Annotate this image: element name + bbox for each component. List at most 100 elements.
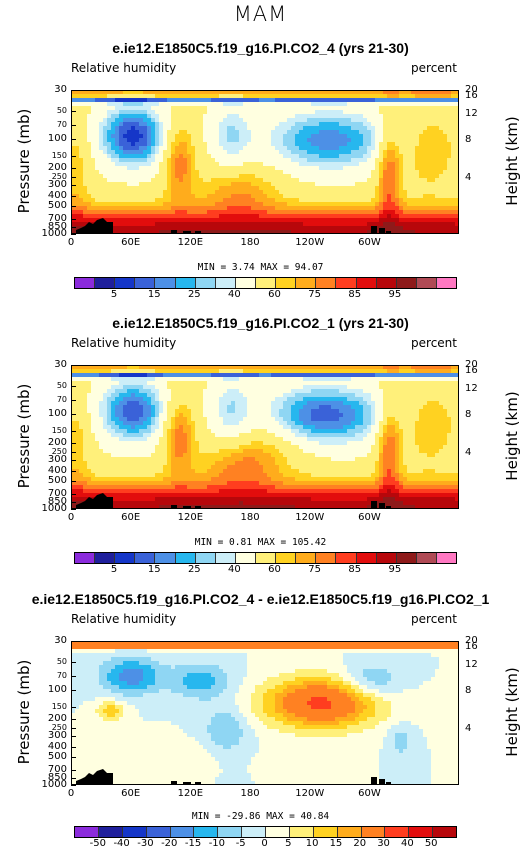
contour-cell	[223, 154, 228, 159]
contour-cell	[211, 126, 216, 131]
contour-cell	[387, 409, 392, 414]
contour-cell	[87, 114, 92, 119]
contour-cell	[139, 118, 144, 123]
contour-cell	[235, 190, 240, 195]
contour-cell	[71, 198, 76, 203]
contour-cell	[103, 397, 108, 402]
contour-cell	[195, 158, 200, 163]
contour-cell	[167, 178, 172, 183]
contour-cell	[91, 417, 96, 422]
contour-cell	[251, 206, 256, 211]
contour-cell	[211, 154, 216, 159]
contour-cell	[215, 373, 220, 378]
contour-cell	[83, 393, 88, 398]
contour-cell	[203, 385, 208, 390]
contour-cell	[259, 162, 264, 167]
contour-cell	[359, 126, 364, 131]
contour-cell	[383, 98, 388, 103]
contour-cell	[447, 409, 452, 414]
contour-cell	[239, 198, 244, 203]
contour-cell	[107, 138, 112, 143]
contour-cell	[179, 214, 184, 219]
contour-cell	[383, 178, 388, 183]
contour-cell	[331, 206, 336, 211]
contour-cell	[127, 146, 132, 151]
contour-cell	[339, 98, 344, 103]
contour-cell	[315, 166, 320, 171]
contour-cell	[163, 194, 168, 199]
contour-cell	[99, 110, 104, 115]
contour-cell	[207, 401, 212, 406]
contour-cell	[395, 218, 400, 223]
contour-cell	[451, 397, 456, 402]
contour-cell	[419, 126, 424, 131]
contour-cell	[155, 166, 160, 171]
contour-cell	[383, 114, 388, 119]
contour-cell	[159, 122, 164, 127]
contour-cell	[323, 389, 328, 394]
contour-cell	[171, 158, 176, 163]
contour-cell	[359, 94, 364, 99]
contour-cell	[351, 130, 356, 135]
contour-cell	[71, 210, 76, 215]
contour-cell	[87, 385, 92, 390]
contour-cell	[443, 178, 448, 183]
contour-cell	[147, 397, 152, 402]
contour-cell	[411, 401, 416, 406]
contour-cell	[231, 214, 236, 219]
contour-cell	[263, 405, 268, 410]
contour-cell	[183, 393, 188, 398]
contour-cell	[267, 142, 272, 147]
contour-cell	[387, 110, 392, 115]
contour-cell	[107, 174, 112, 179]
contour-cell	[203, 94, 208, 99]
contour-cell	[235, 405, 240, 410]
contour-cell	[315, 405, 320, 410]
contour-cell	[415, 401, 420, 406]
contour-cell	[211, 190, 216, 195]
contour-cell	[235, 222, 240, 227]
contour-cell	[179, 421, 184, 426]
contour-cell	[179, 381, 184, 386]
contour-cell	[139, 130, 144, 135]
contour-cell	[383, 182, 388, 187]
contour-cell	[183, 226, 188, 231]
contour-cell	[255, 417, 260, 422]
contour-cell	[239, 373, 244, 378]
contour-cell	[223, 210, 228, 215]
contour-cell	[355, 142, 360, 147]
contour-cell	[351, 222, 356, 227]
contour-cell	[163, 222, 168, 227]
contour-cell	[143, 385, 148, 390]
contour-cell	[91, 397, 96, 402]
contour-cell	[195, 365, 200, 370]
contour-cell	[91, 365, 96, 370]
contour-cell	[403, 150, 408, 155]
contour-cell	[375, 365, 380, 370]
contour-cell	[283, 214, 288, 219]
contour-cell	[123, 190, 128, 195]
contour-cell	[255, 206, 260, 211]
contour-cell	[407, 170, 412, 175]
contour-cell	[355, 106, 360, 111]
contour-cell	[155, 174, 160, 179]
contour-cell	[107, 182, 112, 187]
colorbar-swatch	[316, 278, 337, 288]
contour-cell	[387, 397, 392, 402]
contour-cell	[103, 393, 108, 398]
topography-mask	[183, 231, 191, 234]
contour-cell	[115, 154, 120, 159]
contour-cell	[111, 106, 116, 111]
contour-cell	[387, 170, 392, 175]
contour-cell	[107, 385, 112, 390]
contour-cell	[183, 401, 188, 406]
contour-cell	[179, 417, 184, 422]
contour-cell	[283, 138, 288, 143]
contour-cell	[363, 389, 368, 394]
contour-cell	[199, 150, 204, 155]
contour-cell	[243, 94, 248, 99]
contour-cell	[167, 393, 172, 398]
contour-cell	[275, 102, 280, 107]
contour-cell	[167, 98, 172, 103]
contour-cell	[263, 226, 268, 231]
